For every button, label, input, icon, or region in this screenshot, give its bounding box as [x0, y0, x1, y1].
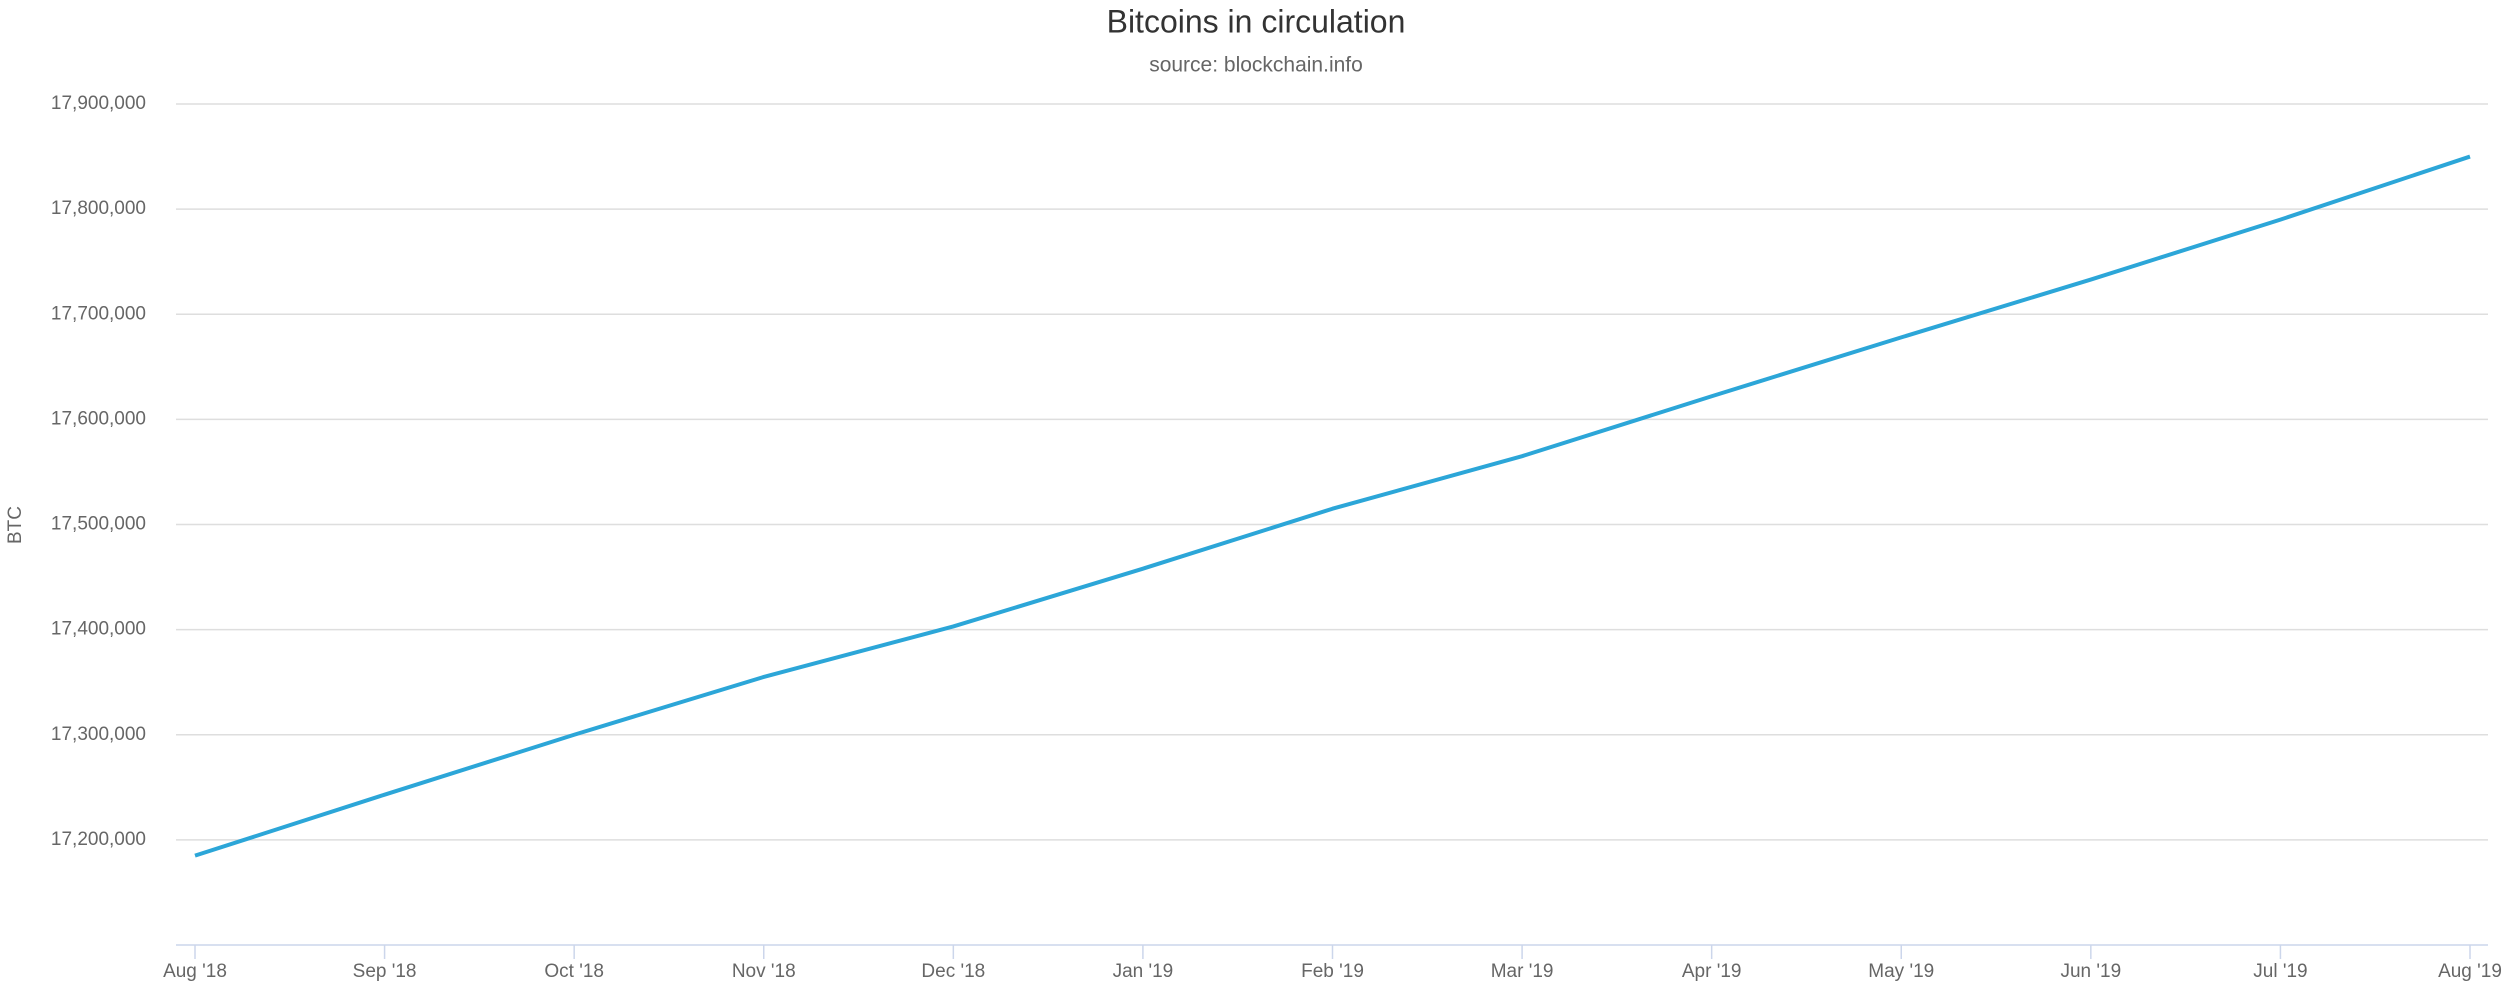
data-line: [194, 154, 2471, 858]
chart-title: Bitcoins in circulation: [1107, 3, 1406, 39]
x-tick-label: Apr '19: [1682, 961, 1742, 982]
x-tick-label: Jun '19: [2060, 961, 2121, 982]
x-tick-label: Dec '18: [921, 961, 985, 982]
y-axis-label: BTC: [5, 506, 26, 544]
x-tick-label: Aug '19: [2438, 961, 2502, 982]
y-tick-label: 17,500,000: [51, 514, 146, 535]
x-tick-label: Nov '18: [732, 961, 796, 982]
x-tick-label: Mar '19: [1491, 961, 1554, 982]
x-tick-label: Sep '18: [353, 961, 417, 982]
y-tick-label: 17,300,000: [51, 724, 146, 745]
y-tick-label: 17,900,000: [51, 93, 146, 114]
x-tick-label: Aug '18: [163, 961, 227, 982]
y-tick-label: 17,200,000: [51, 829, 146, 850]
y-tick-label: 17,700,000: [51, 303, 146, 324]
x-tick-label: Oct '18: [544, 961, 604, 982]
x-tick-label: Feb '19: [1301, 961, 1364, 982]
y-tick-label: 17,600,000: [51, 408, 146, 429]
chart-subtitle: source: blockchain.info: [1149, 54, 1363, 77]
x-tick-label: May '19: [1868, 961, 1934, 982]
y-tick-label: 17,800,000: [51, 198, 146, 219]
x-tick-label: Jan '19: [1113, 961, 1174, 982]
y-tick-label: 17,400,000: [51, 619, 146, 640]
x-tick-label: Jul '19: [2253, 961, 2307, 982]
